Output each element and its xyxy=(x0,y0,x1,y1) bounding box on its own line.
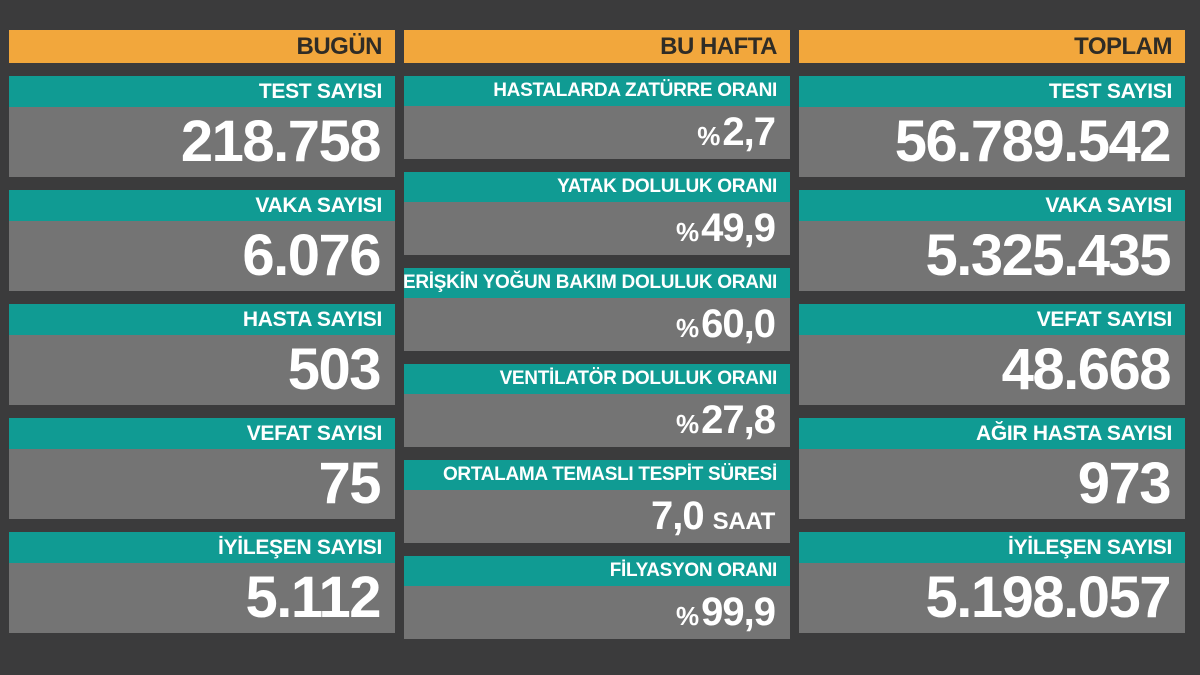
stat-value: 973 xyxy=(1077,451,1172,516)
stat-value: 6.076 xyxy=(242,223,381,288)
column-bugun: BUGÜN TEST SAYISI 218.758 VAKA SAYISI 6.… xyxy=(9,30,395,646)
stat-value: 5.198.057 xyxy=(925,565,1171,630)
stat-label-bar: VEFAT SAYISI xyxy=(799,304,1185,335)
stat-value-prefix: % xyxy=(676,313,700,343)
stat-card-iyilesen-sayisi-bugun: İYİLEŞEN SAYISI 5.112 xyxy=(9,532,395,633)
stat-value-prefix: % xyxy=(676,601,700,631)
stat-label-bar: İYİLEŞEN SAYISI xyxy=(799,532,1185,563)
stat-value: 5.325.435 xyxy=(925,223,1171,288)
stat-label: VEFAT SAYISI xyxy=(1036,307,1173,331)
stat-value: 49,9 xyxy=(701,206,776,250)
stat-value-area: 75 xyxy=(9,449,395,519)
stat-label: YATAK DOLULUK ORANI xyxy=(557,176,777,197)
stat-value: 7,0 xyxy=(651,494,705,538)
stat-label: HASTA SAYISI xyxy=(242,307,382,331)
stat-card-iyilesen-sayisi-toplam: İYİLEŞEN SAYISI 5.198.057 xyxy=(799,532,1185,633)
stat-value-area: % 27,8 xyxy=(404,394,790,447)
stat-card-filyasyon-orani: FİLYASYON ORANI % 99,9 xyxy=(404,556,790,639)
stat-card-vaka-sayisi-toplam: VAKA SAYISI 5.325.435 xyxy=(799,190,1185,291)
stat-label: VAKA SAYISI xyxy=(1045,193,1172,217)
stat-value-area: 218.758 xyxy=(9,107,395,177)
stat-value: 75 xyxy=(318,451,381,516)
stat-card-vaka-sayisi-bugun: VAKA SAYISI 6.076 xyxy=(9,190,395,291)
stat-value: 56.789.542 xyxy=(894,109,1172,174)
stat-value-area: % 49,9 xyxy=(404,202,790,255)
stat-value-area: 56.789.542 xyxy=(799,107,1185,177)
stat-label-bar: ERİŞKİN YOĞUN BAKIM DOLULUK ORANI xyxy=(403,268,790,298)
stat-value-area: 503 xyxy=(9,335,395,405)
column-header-label: TOPLAM xyxy=(1074,32,1172,60)
stat-label: HASTALARDA ZATÜRRE ORANI xyxy=(493,80,777,101)
stat-value: 99,9 xyxy=(701,590,776,634)
stat-label-bar: FİLYASYON ORANI xyxy=(404,556,790,586)
stat-value: 218.758 xyxy=(180,109,382,174)
stat-value-area: % 99,9 xyxy=(404,586,790,639)
stat-value-area: 6.076 xyxy=(9,221,395,291)
stat-value-area: % 60,0 xyxy=(404,298,790,351)
stat-value-area: 48.668 xyxy=(799,335,1185,405)
stat-label: ORTALAMA TEMASLI TESPİT SÜRESİ xyxy=(442,464,777,485)
stat-label-bar: YATAK DOLULUK ORANI xyxy=(404,172,790,202)
column-header-toplam: TOPLAM xyxy=(799,30,1185,63)
stat-value-area: % 2,7 xyxy=(404,106,790,159)
stat-label-bar: AĞIR HASTA SAYISI xyxy=(799,418,1185,449)
stat-label: İYİLEŞEN SAYISI xyxy=(218,535,382,559)
stat-card-temasli-tespit-suresi: ORTALAMA TEMASLI TESPİT SÜRESİ 7,0 SAAT xyxy=(404,460,790,543)
stat-value: 5.112 xyxy=(245,565,382,630)
stat-value-area: 5.325.435 xyxy=(799,221,1185,291)
stat-label-bar: TEST SAYISI xyxy=(799,76,1185,107)
stat-value-prefix: % xyxy=(676,409,700,439)
stat-value-area: 7,0 SAAT xyxy=(404,490,790,543)
stat-value: 48.668 xyxy=(1001,337,1172,402)
stat-label: TEST SAYISI xyxy=(1048,79,1172,103)
stat-value-area: 973 xyxy=(799,449,1185,519)
stat-label-bar: HASTA SAYISI xyxy=(9,304,395,335)
stat-label-bar: HASTALARDA ZATÜRRE ORANI xyxy=(404,76,790,106)
stat-value-prefix: % xyxy=(697,121,721,151)
stat-card-test-sayisi-toplam: TEST SAYISI 56.789.542 xyxy=(799,76,1185,177)
stat-card-ventilator-doluluk-orani: VENTİLATÖR DOLULUK ORANI % 27,8 xyxy=(404,364,790,447)
stat-card-zaturre-orani: HASTALARDA ZATÜRRE ORANI % 2,7 xyxy=(404,76,790,159)
column-header-label: BU HAFTA xyxy=(660,32,777,60)
stat-label-bar: VAKA SAYISI xyxy=(9,190,395,221)
stat-value: 2,7 xyxy=(722,110,776,154)
stat-label: VEFAT SAYISI xyxy=(246,421,383,445)
column-header-bu-hafta: BU HAFTA xyxy=(404,30,790,63)
stat-value-suffix: SAAT xyxy=(712,508,776,535)
column-header-label: BUGÜN xyxy=(296,32,383,60)
stat-card-agir-hasta-sayisi-toplam: AĞIR HASTA SAYISI 973 xyxy=(799,418,1185,519)
stat-label-bar: ORTALAMA TEMASLI TESPİT SÜRESİ xyxy=(404,460,790,490)
stat-card-vefat-sayisi-bugun: VEFAT SAYISI 75 xyxy=(9,418,395,519)
stat-card-vefat-sayisi-toplam: VEFAT SAYISI 48.668 xyxy=(799,304,1185,405)
column-header-bugun: BUGÜN xyxy=(9,30,395,63)
stat-value: 503 xyxy=(287,337,382,402)
stat-card-yogun-bakim-doluluk-orani: ERİŞKİN YOĞUN BAKIM DOLULUK ORANI % 60,0 xyxy=(403,268,790,351)
stat-value-area: 5.112 xyxy=(9,563,395,633)
stat-value-prefix: % xyxy=(676,217,700,247)
stat-card-hasta-sayisi-bugun: HASTA SAYISI 503 xyxy=(9,304,395,405)
stat-card-test-sayisi-bugun: TEST SAYISI 218.758 xyxy=(9,76,395,177)
stat-card-yatak-doluluk-orani: YATAK DOLULUK ORANI % 49,9 xyxy=(404,172,790,255)
stat-label-bar: TEST SAYISI xyxy=(9,76,395,107)
stat-value-area: 5.198.057 xyxy=(799,563,1185,633)
column-toplam: TOPLAM TEST SAYISI 56.789.542 VAKA SAYIS… xyxy=(799,30,1185,646)
column-bu-hafta: BU HAFTA HASTALARDA ZATÜRRE ORANI % 2,7 … xyxy=(403,30,790,652)
stat-label-bar: İYİLEŞEN SAYISI xyxy=(9,532,395,563)
stat-label-bar: VAKA SAYISI xyxy=(799,190,1185,221)
stat-value: 60,0 xyxy=(701,302,776,346)
stat-value: 27,8 xyxy=(701,398,776,442)
stat-label: FİLYASYON ORANI xyxy=(609,560,778,581)
stat-label: AĞIR HASTA SAYISI xyxy=(976,421,1172,445)
stat-label-bar: VENTİLATÖR DOLULUK ORANI xyxy=(404,364,790,394)
stat-label: VENTİLATÖR DOLULUK ORANI xyxy=(499,368,778,389)
stat-label: TEST SAYISI xyxy=(258,79,382,103)
stat-label-bar: VEFAT SAYISI xyxy=(9,418,395,449)
stat-label: ERİŞKİN YOĞUN BAKIM DOLULUK ORANI xyxy=(403,272,777,293)
stat-label: İYİLEŞEN SAYISI xyxy=(1008,535,1172,559)
stat-label: VAKA SAYISI xyxy=(255,193,382,217)
